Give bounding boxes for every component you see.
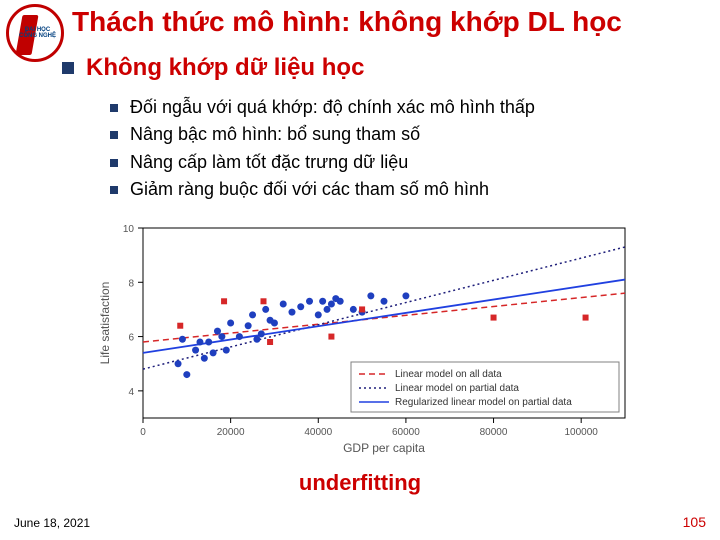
footer-page-number: 105 <box>683 514 706 530</box>
svg-text:GDP per capita: GDP per capita <box>343 441 425 455</box>
underfitting-label: underfitting <box>0 470 720 496</box>
bullet-icon <box>110 131 118 139</box>
svg-text:80000: 80000 <box>480 427 508 438</box>
svg-text:Life satisfaction: Life satisfaction <box>98 282 112 365</box>
slide-title: Thách thức mô hình: không khớp DL học <box>72 6 622 38</box>
bullet-icon <box>62 62 74 74</box>
bullet-text: Giảm ràng buộc đối với các tham số mô hì… <box>130 178 489 201</box>
svg-text:0: 0 <box>140 427 146 438</box>
list-item: Giảm ràng buộc đối với các tham số mô hì… <box>110 178 535 201</box>
bullet-text: Nâng bậc mô hình: bổ sung tham số <box>130 123 420 146</box>
svg-text:60000: 60000 <box>392 427 420 438</box>
svg-text:20000: 20000 <box>217 427 245 438</box>
bullet-text: Nâng cấp làm tốt đặc trưng dữ liệu <box>130 151 408 174</box>
bullet-icon <box>110 186 118 194</box>
bullet-icon <box>110 104 118 112</box>
university-logo: ĐẠI HỌC CÔNG NGHỆ <box>6 4 64 62</box>
svg-text:100000: 100000 <box>564 427 598 438</box>
svg-text:8: 8 <box>128 278 134 289</box>
list-item: Đối ngẫu với quá khớp: độ chính xác mô h… <box>110 96 535 119</box>
logo-text-2: CÔNG NGHỆ <box>19 33 56 39</box>
bullet-text: Đối ngẫu với quá khớp: độ chính xác mô h… <box>130 96 535 119</box>
svg-text:4: 4 <box>128 387 134 398</box>
svg-text:Linear model on partial data: Linear model on partial data <box>395 383 519 394</box>
svg-text:6: 6 <box>128 333 134 344</box>
svg-text:Linear model on all data: Linear model on all data <box>395 369 502 380</box>
slide-subtitle: Không khớp dữ liệu học <box>86 54 364 82</box>
list-item: Nâng bậc mô hình: bổ sung tham số <box>110 123 535 146</box>
svg-text:40000: 40000 <box>304 427 332 438</box>
subtitle-row: Không khớp dữ liệu học <box>62 54 364 82</box>
svg-text:10: 10 <box>123 224 135 235</box>
chart-svg: 0 20000 40000 60000 80000 100000 4 6 8 10 GDP per … <box>95 218 635 458</box>
underfitting-chart: 0 20000 40000 60000 80000 100000 4 6 8 10 GDP per … <box>95 218 635 458</box>
bullet-list: Đối ngẫu với quá khớp: độ chính xác mô h… <box>110 96 535 206</box>
list-item: Nâng cấp làm tốt đặc trưng dữ liệu <box>110 151 535 174</box>
svg-text:Regularized linear model on pa: Regularized linear model on partial data <box>395 397 572 408</box>
bullet-icon <box>110 159 118 167</box>
footer-date: June 18, 2021 <box>14 516 90 530</box>
